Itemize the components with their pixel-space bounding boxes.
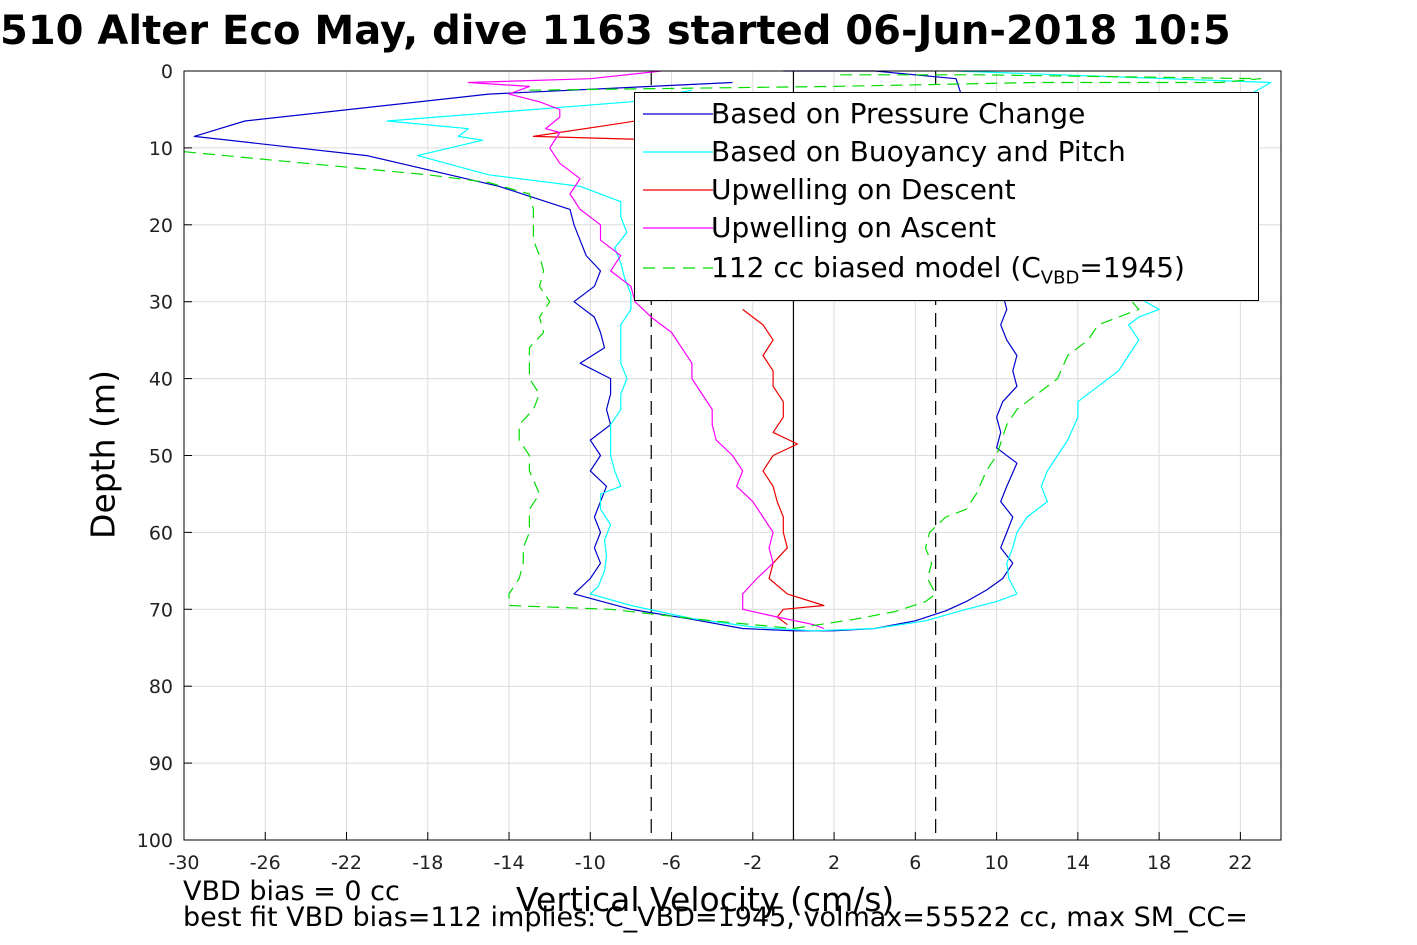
legend-item-upwelling-ascent: Upwelling on Ascent: [635, 209, 1260, 247]
y-axis-label: Depth (m): [83, 370, 123, 539]
axis-ticks: -30 -26 -22 -18 -14 -10 -6 -2 2 6 10 14 18 2201020304…: [137, 61, 1253, 874]
series-upwelling-ascent: [467, 70, 825, 630]
x-tick-label: -10: [575, 852, 606, 874]
legend-label-model-pre: 112 cc biased model (C: [711, 251, 1041, 284]
vbd-bias-note: VBD bias = 0 cc: [183, 876, 400, 907]
y-tick-label: 70: [149, 599, 173, 621]
legend: Based on Pressure Change Based on Buoyan…: [634, 92, 1259, 301]
legend-item-model: 112 cc biased model (CVBD=1945): [635, 249, 1260, 289]
series-buoyancy: [386, 70, 1272, 632]
legend-swatch-upwelling-descent: [643, 189, 713, 191]
legend-label-model-post: =1945): [1079, 251, 1185, 284]
series-model: [183, 74, 1262, 630]
x-tick-label: -22: [331, 852, 362, 874]
legend-item-pressure: Based on Pressure Change: [635, 95, 1260, 133]
x-tick-label: 18: [1147, 852, 1171, 874]
x-tick-label: -2: [743, 852, 762, 874]
series-line: [386, 70, 1272, 632]
x-tick-label: -6: [662, 852, 681, 874]
x-axis-label: Vertical Velocity (cm/s): [516, 880, 895, 919]
legend-label-upwelling-descent: Upwelling on Descent: [711, 173, 1016, 206]
legend-label-buoyancy: Based on Buoyancy and Pitch: [711, 135, 1126, 168]
legend-item-buoyancy: Based on Buoyancy and Pitch: [635, 133, 1260, 171]
series-line: [529, 74, 1262, 91]
y-tick-label: 90: [149, 753, 173, 775]
y-tick-label: 0: [161, 61, 173, 83]
legend-label-model: 112 cc biased model (CVBD=1945): [711, 249, 1185, 298]
series-line: [467, 70, 825, 630]
y-tick-label: 50: [149, 446, 173, 468]
x-tick-label: 6: [909, 852, 921, 874]
series-line: [742, 308, 825, 626]
x-tick-label: -30: [168, 852, 199, 874]
legend-label-pressure: Based on Pressure Change: [711, 97, 1086, 130]
legend-swatch-buoyancy: [643, 151, 713, 153]
y-tick-label: 60: [149, 522, 173, 544]
legend-swatch-upwelling-ascent: [643, 227, 713, 229]
x-tick-label: 10: [984, 852, 1008, 874]
series-line: [183, 101, 1201, 630]
x-tick-label: -18: [412, 852, 443, 874]
legend-label-model-sub: VBD: [1040, 267, 1080, 289]
y-tick-label: 10: [149, 138, 173, 160]
y-tick-label: 30: [149, 292, 173, 314]
x-tick-label: -26: [250, 852, 281, 874]
x-tick-label: -14: [494, 852, 525, 874]
y-tick-label: 80: [149, 676, 173, 698]
x-tick-label: 2: [828, 852, 840, 874]
x-tick-label: 14: [1066, 852, 1090, 874]
best-fit-note: best fit VBD bias=112 implies: C_VBD=194…: [183, 902, 1248, 933]
legend-swatch-model: [643, 267, 713, 269]
y-tick-label: 20: [149, 215, 173, 237]
x-tick-label: 22: [1228, 852, 1252, 874]
y-tick-label: 100: [137, 830, 173, 852]
chart-title: 510 Alter Eco May, dive 1163 started 06-…: [0, 8, 1231, 54]
y-tick-label: 40: [149, 369, 173, 391]
legend-label-upwelling-ascent: Upwelling on Ascent: [711, 211, 997, 244]
legend-swatch-pressure: [643, 113, 713, 115]
legend-item-upwelling-descent: Upwelling on Descent: [635, 171, 1260, 209]
